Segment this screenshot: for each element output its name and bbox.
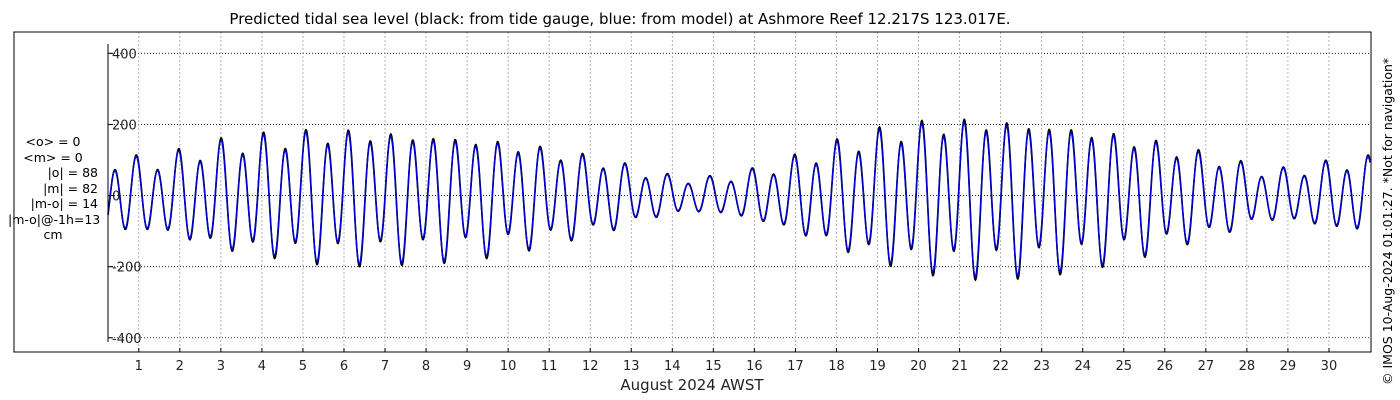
x-tick-label: 1: [135, 359, 143, 374]
x-tick-label: 7: [381, 359, 389, 374]
stat-abs-diff-lag: |m-o|@-1h=13: [8, 211, 101, 227]
stats-panel: <o> = 0 <m> = 0 |o| = 88 |m| = 82 |m-o| …: [8, 134, 101, 243]
stat-abs-model: |m| = 82: [43, 180, 98, 196]
x-tick-label: 17: [787, 359, 804, 374]
x-tick-label: 4: [258, 359, 266, 374]
y-tick-label: 200: [112, 118, 137, 133]
x-tick-label: 18: [828, 359, 845, 374]
x-tick-label: 21: [951, 359, 968, 374]
x-tick-label: 20: [910, 359, 927, 374]
x-tick-label: 26: [1157, 359, 1174, 374]
grid-layer: [108, 32, 1370, 352]
x-tick-label: 30: [1321, 359, 1338, 374]
x-tick-label: 12: [582, 359, 599, 374]
x-tick-label: 19: [869, 359, 886, 374]
series-tide-gauge: [107, 118, 1371, 282]
x-tick-label: 10: [500, 359, 517, 374]
x-tick-label: 28: [1239, 359, 1256, 374]
x-tick-label: 2: [176, 359, 184, 374]
chart-title: Predicted tidal sea level (black: from t…: [229, 10, 1011, 28]
series-layer: [107, 118, 1371, 282]
x-tick-label: 24: [1074, 359, 1091, 374]
y-tick-label: 400: [112, 47, 137, 62]
series-model: [107, 121, 1371, 278]
y-tick-label: -200: [112, 261, 142, 276]
stat-mean-obs: <o> = 0: [25, 134, 81, 149]
x-tick-label: 11: [541, 359, 558, 374]
x-tick-label: 29: [1280, 359, 1297, 374]
x-tick-label: 6: [340, 359, 348, 374]
y-tick-label: -400: [112, 332, 142, 347]
stat-mean-model: <m> = 0: [23, 149, 83, 165]
x-tick-label: 25: [1115, 359, 1132, 374]
x-tick-label: 3: [217, 359, 225, 374]
x-tick-label: 9: [463, 359, 471, 374]
x-tick-label: 5: [299, 359, 307, 374]
x-tick-label: 8: [422, 359, 430, 374]
y-tick-label: 0: [112, 190, 120, 205]
x-tick-label: 16: [746, 359, 763, 374]
x-tick-label: 15: [705, 359, 722, 374]
stat-abs-obs: |o| = 88: [47, 165, 98, 180]
stat-unit: cm: [43, 227, 63, 242]
stat-abs-diff: |m-o| = 14: [30, 196, 98, 211]
plot-frame: [13, 31, 1372, 353]
x-tick-label: 14: [664, 359, 681, 374]
x-tick-label: 22: [992, 359, 1009, 374]
x-tick-label: 27: [1198, 359, 1215, 374]
x-tick-label: 13: [623, 359, 640, 374]
x-tick-label: 23: [1033, 359, 1050, 374]
copyright-notice: © IMOS 10-Aug-2024 01:01:27. *Not for na…: [1380, 57, 1395, 385]
x-axis-title: August 2024 AWST: [620, 376, 764, 394]
